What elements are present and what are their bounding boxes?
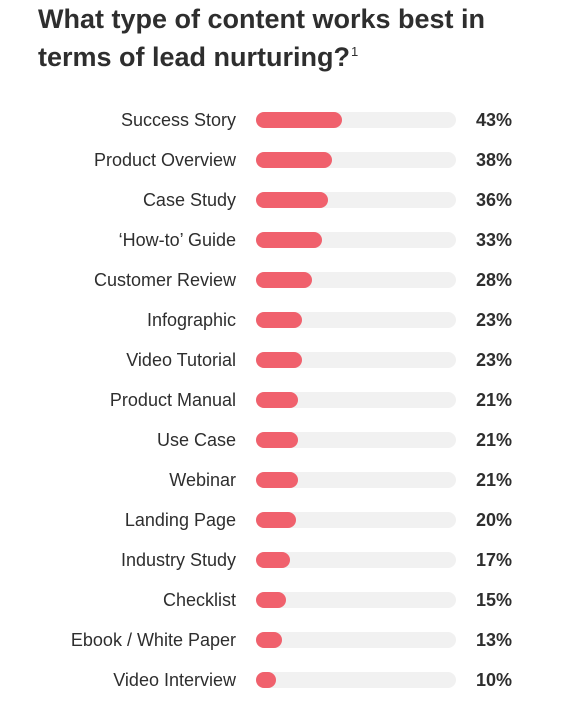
value-label: 21%: [476, 470, 513, 490]
value-label: 21%: [476, 430, 513, 450]
category-label: Industry Study: [120, 550, 236, 570]
bar-fill: [256, 432, 298, 448]
bar-fill: [256, 552, 290, 568]
bar-row: Industry Study 17%: [0, 540, 563, 580]
category-label: Checklist: [162, 590, 236, 610]
bar-fill: [256, 352, 302, 368]
bar-fill: [256, 632, 282, 648]
value-label: 21%: [476, 390, 513, 410]
footnote-marker: 1: [351, 44, 359, 59]
value-label: 23%: [476, 350, 513, 370]
bar-fill: [256, 232, 322, 248]
bar-track: [256, 432, 456, 448]
category-label: Product Manual: [109, 390, 236, 410]
bar-track: [256, 352, 456, 368]
bar-fill: [256, 672, 276, 688]
bar-row: Success Story 43%: [0, 100, 563, 140]
value-label: 43%: [476, 110, 513, 130]
bar-row: Ebook / White Paper 13%: [0, 620, 563, 660]
chart-title-text: What type of content works best in terms…: [38, 4, 486, 72]
category-label: Use Case: [156, 430, 236, 450]
bar-track: [256, 192, 456, 208]
bar-row: ‘How-to’ Guide 33%: [0, 220, 563, 260]
category-label: Customer Review: [93, 270, 236, 290]
value-label: 38%: [476, 150, 513, 170]
bar-track: [256, 552, 456, 568]
category-label: Video Interview: [113, 670, 236, 690]
value-label: 15%: [476, 590, 513, 610]
value-label: 10%: [476, 670, 513, 690]
value-label: 20%: [476, 510, 513, 530]
bar-track: [256, 392, 456, 408]
category-label: Webinar: [169, 470, 236, 490]
category-label: Video Tutorial: [126, 350, 236, 370]
category-label: Ebook / White Paper: [70, 630, 236, 650]
bar-row: Use Case 21%: [0, 420, 563, 460]
bar-row: Product Overview 38%: [0, 140, 563, 180]
bar-track: [256, 152, 456, 168]
bar-row: Infographic 23%: [0, 300, 563, 340]
value-label: 33%: [476, 230, 513, 250]
value-label: 17%: [476, 550, 513, 570]
bar-fill: [256, 592, 286, 608]
bar-track: [256, 232, 456, 248]
bar-row: Video Interview 10%: [0, 660, 563, 700]
value-label: 36%: [476, 190, 513, 210]
category-label: ‘How-to’ Guide: [118, 230, 236, 250]
value-label: 23%: [476, 310, 513, 330]
bar-fill: [256, 392, 298, 408]
bar-track: [256, 512, 456, 528]
bar-fill: [256, 512, 296, 528]
chart-title: What type of content works best in terms…: [38, 0, 548, 76]
bar-fill: [256, 192, 328, 208]
bar-fill: [256, 152, 332, 168]
bar-row: Customer Review 28%: [0, 260, 563, 300]
bar-fill: [256, 272, 312, 288]
bar-row: Landing Page 20%: [0, 500, 563, 540]
category-label: Success Story: [120, 110, 236, 130]
category-label: Landing Page: [124, 510, 236, 530]
bar-row: Product Manual 21%: [0, 380, 563, 420]
bar-row: Case Study 36%: [0, 180, 563, 220]
value-label: 28%: [476, 270, 513, 290]
bar-fill: [256, 112, 342, 128]
bar-fill: [256, 312, 302, 328]
category-label: Product Overview: [93, 150, 236, 170]
bar-track: [256, 592, 456, 608]
bar-track: [256, 672, 456, 688]
bar-track: [256, 272, 456, 288]
category-label: Case Study: [142, 190, 236, 210]
bar-row: Video Tutorial 23%: [0, 340, 563, 380]
bar-chart: Success Story 43% Product Overview 38% Case …: [0, 100, 563, 700]
bar-row: Webinar 21%: [0, 460, 563, 500]
bar-track: [256, 312, 456, 328]
bar-track: [256, 632, 456, 648]
bar-row: Checklist 15%: [0, 580, 563, 620]
category-label: Infographic: [146, 310, 236, 330]
bar-track: [256, 112, 456, 128]
value-label: 13%: [476, 630, 513, 650]
bar-fill: [256, 472, 298, 488]
bar-track: [256, 472, 456, 488]
